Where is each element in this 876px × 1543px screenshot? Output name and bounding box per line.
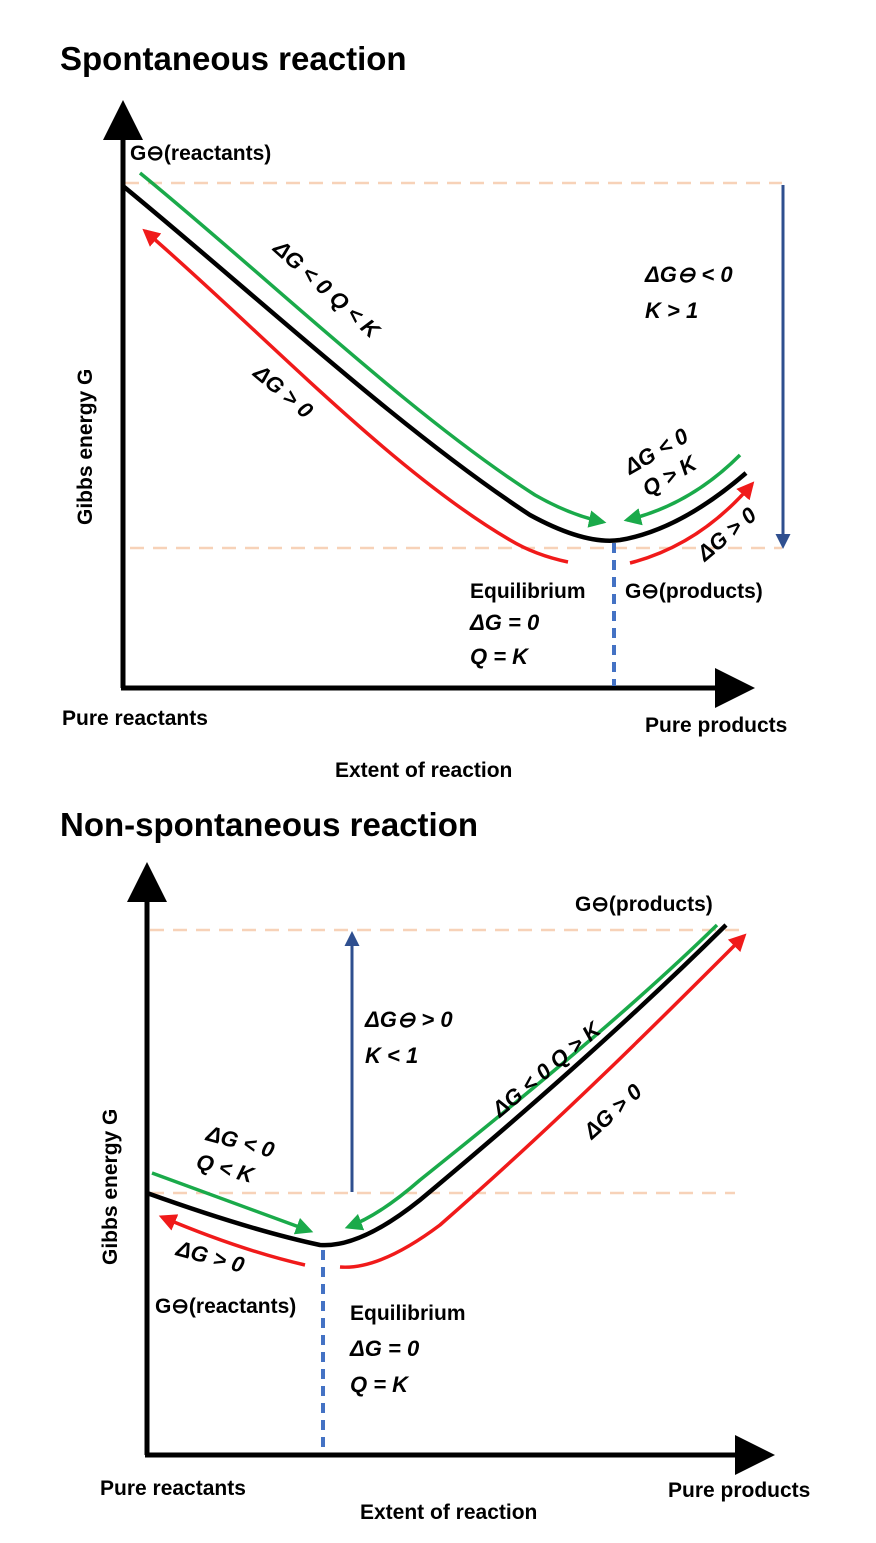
- x-right-label: Pure products: [645, 714, 787, 737]
- g-products-label: G⊖(products): [625, 580, 763, 603]
- spontaneous-diagram: Spontaneous reaction G⊖(reactants) ΔG < …: [60, 40, 791, 782]
- standard-delta-g-label: ΔG⊖ > 0: [364, 1007, 453, 1032]
- equilibrium-delta-g: ΔG = 0: [469, 610, 540, 635]
- k-label: K < 1: [365, 1043, 418, 1068]
- forward-arrow-right: [344, 923, 719, 1231]
- forward-arrow-left: [138, 171, 607, 528]
- g-reactants-label: G⊖(reactants): [130, 142, 271, 165]
- title: Spontaneous reaction: [60, 40, 407, 77]
- x-left-label: Pure reactants: [62, 707, 208, 730]
- equilibrium-q-k: Q = K: [470, 644, 530, 669]
- title: Non-spontaneous reaction: [60, 806, 478, 843]
- right-forward-label: ΔG < 0 Q > K: [486, 1016, 607, 1123]
- equilibrium-q-k: Q = K: [350, 1372, 410, 1397]
- equilibrium-delta-g: ΔG = 0: [349, 1336, 420, 1361]
- g-reactants-label: G⊖(reactants): [155, 1295, 296, 1318]
- g-products-label: G⊖(products): [575, 893, 713, 916]
- reverse-arrow-right: [629, 481, 755, 565]
- reverse-arrow-left: [158, 1214, 306, 1267]
- left-forward-label: ΔG < 0 Q < K: [268, 234, 386, 344]
- gibbs-curve: [121, 184, 748, 543]
- x-axis-label: Extent of reaction: [360, 1501, 537, 1524]
- x-left-label: Pure reactants: [100, 1477, 246, 1500]
- k-label: K > 1: [645, 298, 698, 323]
- equilibrium-label: Equilibrium: [470, 580, 586, 603]
- forward-arrow-left: [151, 1171, 314, 1235]
- equilibrium-label: Equilibrium: [350, 1302, 466, 1325]
- left-reverse-label: ΔG > 0: [248, 359, 318, 424]
- forward-arrow-right: [623, 453, 742, 526]
- standard-delta-g-label: ΔG⊖ < 0: [644, 262, 733, 287]
- nonspontaneous-diagram: Non-spontaneous reaction G⊖(products) ΔG…: [60, 806, 810, 1524]
- reverse-arrow-right: [339, 933, 747, 1269]
- x-axis-label: Extent of reaction: [335, 759, 512, 782]
- gibbs-curve: [146, 923, 728, 1248]
- y-axis-label: Gibbs energy G: [99, 1109, 122, 1265]
- y-axis-label: Gibbs energy G: [74, 369, 97, 525]
- left-reverse-label: ΔG > 0: [173, 1235, 248, 1278]
- reverse-arrow-left: [142, 228, 569, 564]
- x-right-label: Pure products: [668, 1479, 810, 1502]
